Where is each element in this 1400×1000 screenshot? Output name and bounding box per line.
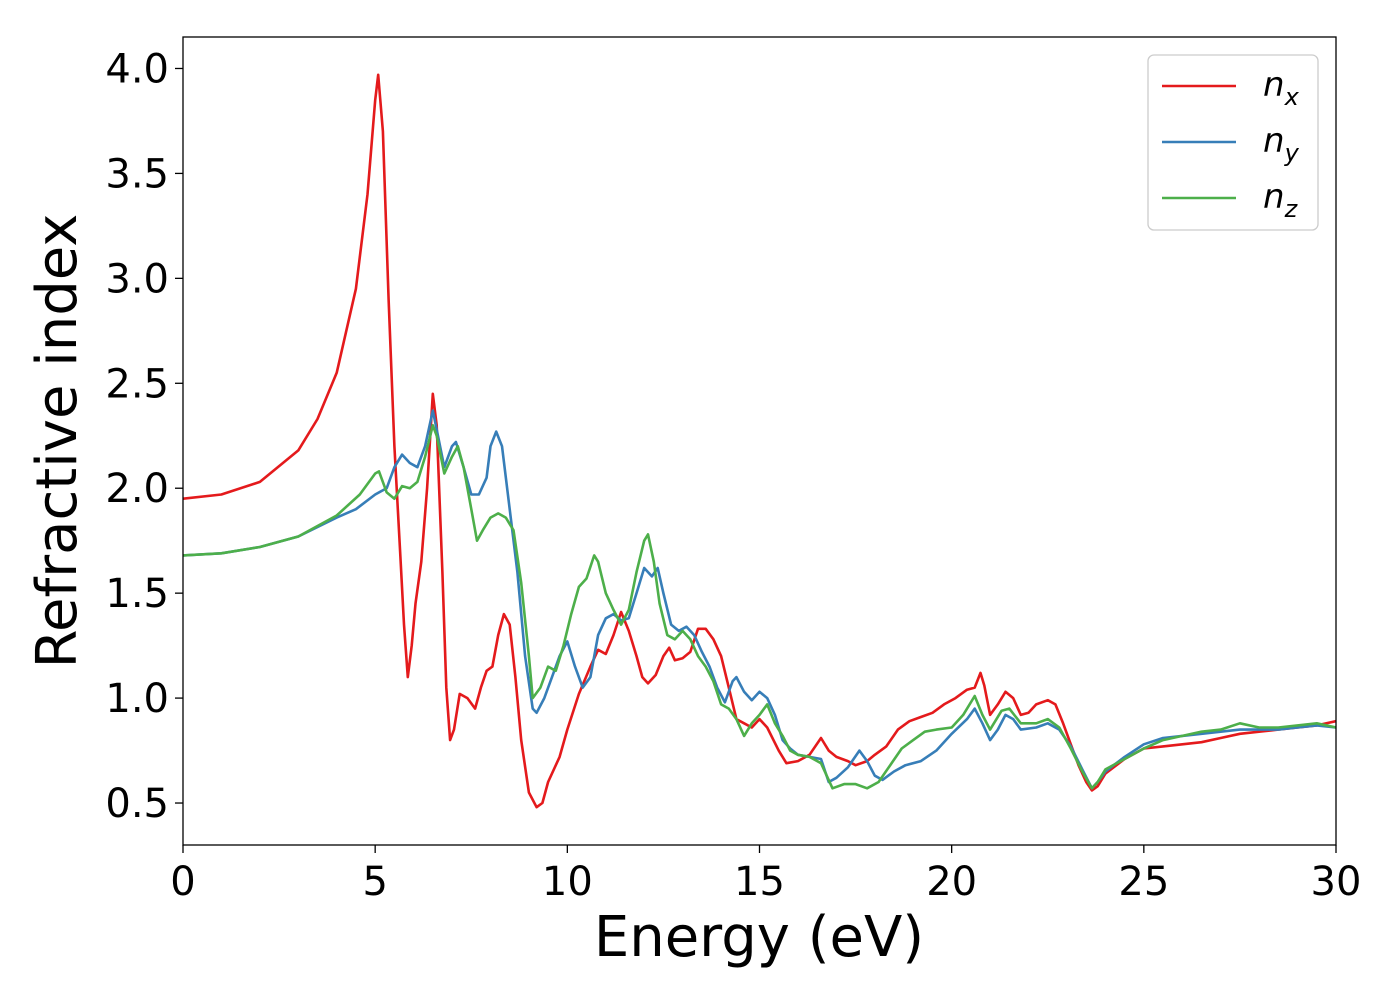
series-line-nz bbox=[183, 424, 1336, 790]
x-tick-label: 0 bbox=[170, 859, 195, 905]
y-tick-label: 2.0 bbox=[105, 466, 169, 512]
y-axis-ticks: 0.5 1.0 1.5 2.0 2.5 3.0 3.5 4.0 bbox=[105, 46, 183, 827]
x-tick-label: 15 bbox=[734, 859, 785, 905]
y-axis-title: Refractive index bbox=[25, 214, 90, 669]
y-tick-label: 4.0 bbox=[105, 46, 169, 92]
x-tick-label: 20 bbox=[926, 859, 977, 905]
x-axis-title: Energy (eV) bbox=[594, 905, 924, 970]
x-tick-label: 30 bbox=[1311, 859, 1362, 905]
y-tick-label: 3.5 bbox=[105, 151, 169, 197]
y-tick-label: 1.0 bbox=[105, 676, 169, 722]
x-tick-label: 10 bbox=[542, 859, 593, 905]
y-tick-label: 3.0 bbox=[105, 256, 169, 302]
series-layer bbox=[183, 73, 1336, 809]
y-tick-label: 2.5 bbox=[105, 361, 169, 407]
x-axis-ticks: 0 5 10 15 20 25 30 bbox=[170, 845, 1361, 905]
y-tick-label: 0.5 bbox=[105, 781, 169, 827]
x-tick-label: 5 bbox=[362, 859, 387, 905]
y-tick-label: 1.5 bbox=[105, 571, 169, 617]
x-tick-label: 25 bbox=[1118, 859, 1169, 905]
